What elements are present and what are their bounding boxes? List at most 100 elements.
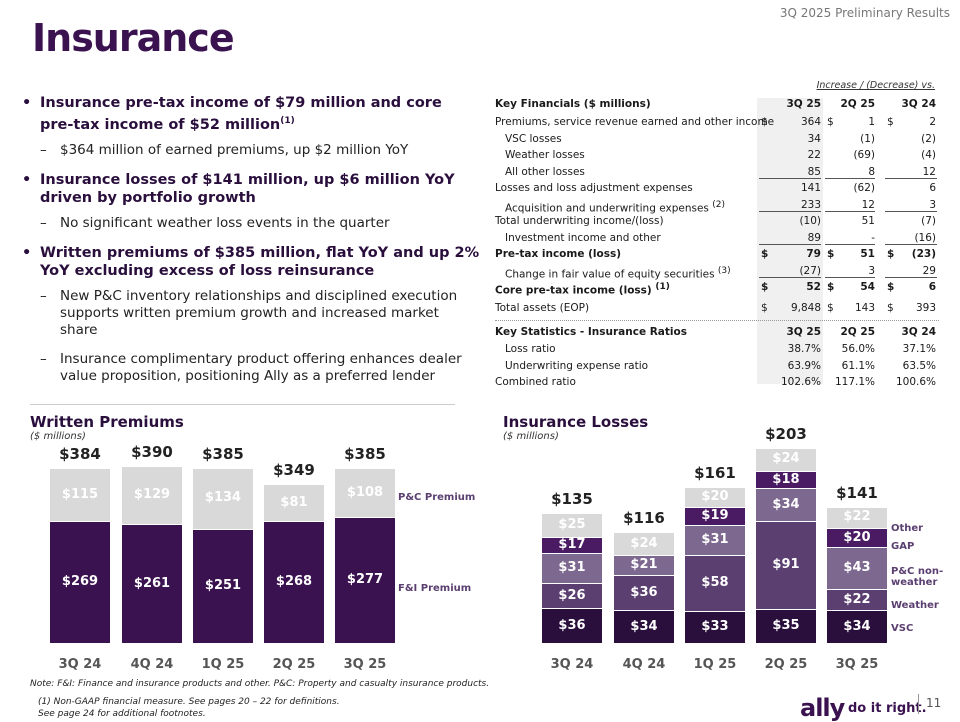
row-value-3q24: 29 xyxy=(922,265,936,277)
row-value-3q25: 89 xyxy=(807,232,821,244)
bar-segment-f-i-premium xyxy=(335,518,395,643)
row-value-3q24: 2 xyxy=(929,116,936,128)
results-label: 3Q 2025 Preliminary Results xyxy=(779,6,950,20)
bar-segment-p-c-premium xyxy=(50,469,110,521)
legend-gap: GAP xyxy=(891,541,915,552)
table-row: Total underwriting income/(loss) (10) 51 (7… xyxy=(495,213,939,229)
insurance-losses-title: Insurance Losses xyxy=(503,413,649,431)
bullet-main: Written premiums of $385 million, flat Y… xyxy=(20,244,480,280)
table-row: All other losses 85 8 12 xyxy=(495,164,939,180)
row-footnote-ref: (3) xyxy=(717,266,731,276)
bar-value-label: $24 xyxy=(772,451,800,467)
increase-decrease-label: Increase / (Decrease) vs. xyxy=(816,80,935,91)
bar-total-label: $116 xyxy=(623,508,665,527)
row-label: Premiums, service revenue earned and oth… xyxy=(495,114,774,130)
row-value-2q25: 3 xyxy=(868,265,875,277)
bar-segment-p-c-non-weather xyxy=(827,548,887,589)
row-label: Change in fair value of equity securitie… xyxy=(505,263,731,283)
bar-segment-f-i-premium xyxy=(122,525,182,643)
row-value-3q25: 141 xyxy=(800,182,821,194)
row-label-text: Losses and loss adjustment expenses xyxy=(495,182,693,194)
bar-segment-p-c-premium xyxy=(193,469,253,529)
subtotal-rule xyxy=(759,211,821,212)
stat-value-2q25: 56.0% xyxy=(841,343,875,355)
bar-value-label: $251 xyxy=(204,577,242,593)
ally-logo: ally xyxy=(800,694,845,722)
row-label-text: Change in fair value of equity securitie… xyxy=(505,268,715,281)
row-value-2q25: 51 xyxy=(861,215,875,227)
currency-symbol: $ xyxy=(827,281,835,293)
bar-total-label: $161 xyxy=(694,464,736,483)
row-value-3q24: (16) xyxy=(914,232,936,244)
stat-row: Combined ratio 102.6% 117.1% 100.6% xyxy=(495,374,939,390)
row-value-2q25: 143 xyxy=(854,302,875,314)
subtotal-rule xyxy=(825,178,875,179)
bar-segment-weather xyxy=(685,556,745,612)
row-value-3q25: 85 xyxy=(807,166,821,178)
stat-label: Loss ratio xyxy=(505,343,556,355)
header-label: Key Statistics - Insurance Ratios xyxy=(495,326,687,338)
bullet-main: Insurance pre-tax income of $79 million … xyxy=(20,94,480,134)
header-col-3: 3Q 24 xyxy=(901,98,937,110)
bar-segment-p-c-premium xyxy=(335,469,395,518)
row-value-3q24: (4) xyxy=(921,149,936,161)
x-axis-tick-label: 2Q 25 xyxy=(764,657,808,672)
table-header-row: Key Statistics - Insurance Ratios 3Q 25 2Q… xyxy=(495,324,939,340)
key-financials-table: Increase / (Decrease) vs. Key Financials… xyxy=(495,80,939,390)
x-axis-tick-label: 4Q 24 xyxy=(622,657,666,672)
bar-segment-gap xyxy=(542,537,602,554)
row-label-text: Acquisition and underwriting expenses xyxy=(505,202,709,215)
bullet-text: Insurance losses of $141 million, up $6 … xyxy=(40,171,455,206)
stat-row: Underwriting expense ratio 63.9% 61.1% 63.5… xyxy=(495,358,939,374)
header-col-3: 3Q 24 xyxy=(901,326,937,338)
row-value-3q24: 6 xyxy=(928,281,936,293)
page-number: 11 xyxy=(926,696,942,710)
row-value-2q25: 8 xyxy=(868,166,875,178)
bullet-footnote-ref: (1) xyxy=(280,116,295,126)
x-axis-tick-label: 3Q 25 xyxy=(835,657,879,672)
row-label-text: Premiums, service revenue earned and oth… xyxy=(495,116,775,128)
bar-value-label: $33 xyxy=(701,619,729,635)
legend-vsc: VSC xyxy=(891,623,914,634)
row-label-text: VSC losses xyxy=(505,133,562,145)
row-label: Acquisition and underwriting expenses (2… xyxy=(505,197,725,217)
subtotal-rule xyxy=(759,277,821,278)
x-axis-tick-label: 1Q 25 xyxy=(693,657,737,672)
subtotal-rule xyxy=(885,178,937,179)
footnote-2: See page 24 for additional footnotes. xyxy=(38,709,206,719)
bar-value-label: $34 xyxy=(772,496,800,512)
currency-symbol: $ xyxy=(887,116,894,128)
bar-value-label: $20 xyxy=(843,529,871,545)
footer-note: Note: F&I: Finance and insurance product… xyxy=(30,679,490,689)
table-row: Pre-tax income (loss) 79 51 (23) $ $ $ xyxy=(495,246,939,262)
row-label: Losses and loss adjustment expenses xyxy=(495,180,693,196)
subtotal-rule xyxy=(825,277,875,278)
subtotal-rule xyxy=(759,178,821,179)
bullet-sub: Insurance complimentary product offering… xyxy=(20,351,480,385)
footer-divider xyxy=(918,694,919,714)
bar-total-label: $385 xyxy=(202,445,244,464)
bar-segment-other xyxy=(827,507,887,529)
row-label: Core pre-tax income (loss) (1) xyxy=(495,279,670,299)
bullet-sub: $364 million of earned premiums, up $2 m… xyxy=(20,142,480,159)
row-value-3q24: (7) xyxy=(921,215,936,227)
bar-value-label: $22 xyxy=(843,509,871,525)
header-label: Key Financials ($ millions) xyxy=(495,98,651,110)
row-footnote-ref: (1) xyxy=(655,282,670,292)
row-label-text: Weather losses xyxy=(505,149,585,161)
table-row: Losses and loss adjustment expenses 141 (6… xyxy=(495,180,939,196)
table-row: Investment income and other 89 - (16) xyxy=(495,230,939,246)
bar-total-label: $385 xyxy=(344,445,386,464)
table-row: Core pre-tax income (loss) (1) 52 54 6 $ $ $ xyxy=(495,279,939,297)
row-value-2q25: 12 xyxy=(861,199,875,211)
table-row: Acquisition and underwriting expenses (2… xyxy=(495,197,939,215)
subtotal-rule xyxy=(825,211,875,212)
bar-value-label: $21 xyxy=(630,557,658,573)
bar-value-label: $268 xyxy=(275,574,313,590)
bar-value-label: $129 xyxy=(133,487,171,503)
bar-value-label: $31 xyxy=(558,560,586,576)
row-label: Total assets (EOP) xyxy=(495,300,589,316)
bar-segment-other xyxy=(685,488,745,507)
row-value-3q25: 9,848 xyxy=(790,302,821,314)
x-axis-tick-label: 3Q 25 xyxy=(343,657,387,672)
